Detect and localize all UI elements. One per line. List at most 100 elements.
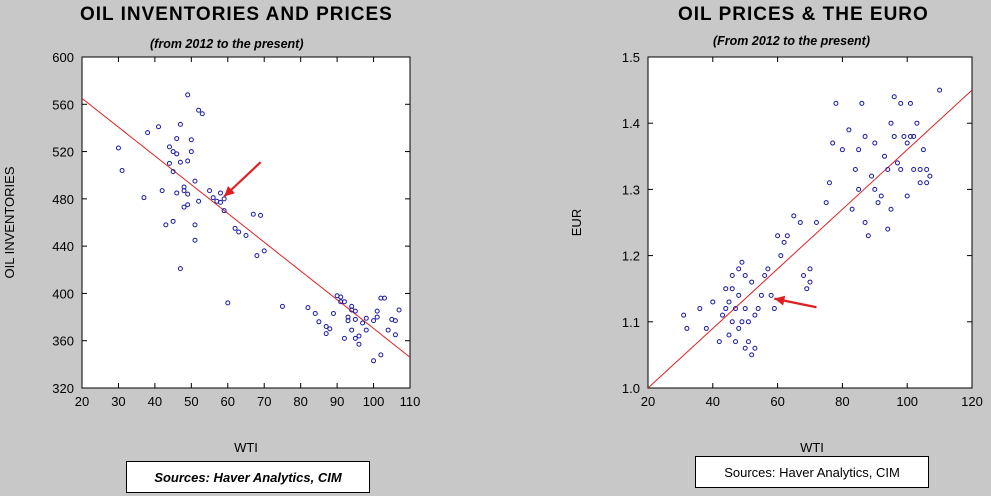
data-point (385, 327, 391, 333)
data-point (882, 153, 888, 159)
data-point (823, 200, 829, 206)
data-point (221, 196, 227, 202)
data-point (846, 127, 852, 133)
regression-line (648, 89, 972, 388)
data-point (856, 147, 862, 153)
data-point (891, 94, 897, 100)
data-point (174, 151, 180, 157)
data-point (732, 306, 738, 312)
data-point (736, 325, 742, 331)
data-point (378, 352, 384, 358)
data-point (716, 339, 722, 345)
data-point (752, 312, 758, 318)
x-axis-label: WTI (800, 440, 824, 455)
data-point (396, 307, 402, 313)
chart-title: OIL PRICES & THE EURO (678, 4, 929, 25)
data-point (781, 239, 787, 245)
chart-subtitle: (From 2012 to the present) (713, 34, 870, 48)
x-tick-label: 100 (363, 394, 385, 409)
data-point (374, 308, 380, 314)
data-point (765, 266, 771, 272)
data-point (217, 199, 223, 205)
data-point (739, 319, 745, 325)
data-point (207, 188, 213, 194)
data-point (210, 195, 216, 201)
data-point (729, 272, 735, 278)
data-point (199, 111, 205, 117)
data-point (807, 266, 813, 272)
data-point (181, 204, 187, 210)
plot-area (647, 56, 973, 389)
data-point (341, 335, 347, 341)
data-point (181, 188, 187, 194)
data-point (174, 190, 180, 196)
data-point (771, 306, 777, 312)
data-point (279, 303, 285, 309)
data-point (778, 253, 784, 259)
plot-area (81, 56, 411, 389)
data-point (736, 292, 742, 298)
data-point (907, 133, 913, 139)
data-point (185, 92, 191, 98)
data-point (177, 266, 183, 272)
y-tick-label: 1.5 (622, 50, 640, 65)
data-point (904, 140, 910, 146)
data-point (363, 327, 369, 333)
data-point (742, 345, 748, 351)
data-point (261, 248, 267, 254)
y-tick-label: 600 (52, 50, 74, 65)
data-point (316, 319, 322, 325)
x-tick-label: 80 (835, 394, 849, 409)
data-point (374, 314, 380, 320)
data-point (703, 325, 709, 331)
data-point (356, 341, 362, 347)
data-point (758, 292, 764, 298)
y-tick-label: 320 (52, 381, 74, 396)
data-point (254, 253, 260, 259)
data-point (371, 318, 377, 324)
data-point (924, 180, 930, 186)
data-point (392, 332, 398, 338)
data-point (371, 358, 377, 364)
data-point (170, 218, 176, 224)
x-tick-label: 110 (400, 394, 421, 409)
data-point (381, 295, 387, 301)
data-point (856, 186, 862, 192)
x-tick-label: 60 (770, 394, 784, 409)
sources-text: Sources: Haver Analytics, CIM (154, 469, 342, 485)
data-point (115, 145, 121, 151)
data-point (185, 191, 191, 197)
data-point (749, 279, 755, 285)
data-point (768, 292, 774, 298)
data-point (755, 306, 761, 312)
data-point (141, 195, 147, 201)
data-point (345, 318, 351, 324)
y-axis-label: OIL INVENTORIES (2, 166, 17, 278)
annotation-arrow-head (224, 185, 235, 197)
data-point (681, 312, 687, 318)
data-point (859, 100, 865, 106)
data-point (363, 315, 369, 321)
x-tick-label: 40 (148, 394, 162, 409)
data-point (170, 169, 176, 175)
data-point (145, 130, 151, 136)
data-point (166, 160, 172, 166)
data-point (762, 272, 768, 278)
data-point (225, 300, 231, 306)
y-tick-label: 520 (52, 145, 74, 160)
data-point (907, 100, 913, 106)
data-point (729, 319, 735, 325)
data-point (736, 266, 742, 272)
data-point (188, 149, 194, 155)
x-tick-label: 70 (257, 394, 271, 409)
data-point (885, 226, 891, 232)
x-tick-label: 20 (75, 394, 89, 409)
data-point (742, 306, 748, 312)
data-point (352, 308, 358, 314)
data-point (830, 140, 836, 146)
data-point (697, 306, 703, 312)
data-point (305, 305, 311, 311)
data-point (232, 225, 238, 231)
data-point (170, 149, 176, 155)
data-point (807, 279, 813, 285)
